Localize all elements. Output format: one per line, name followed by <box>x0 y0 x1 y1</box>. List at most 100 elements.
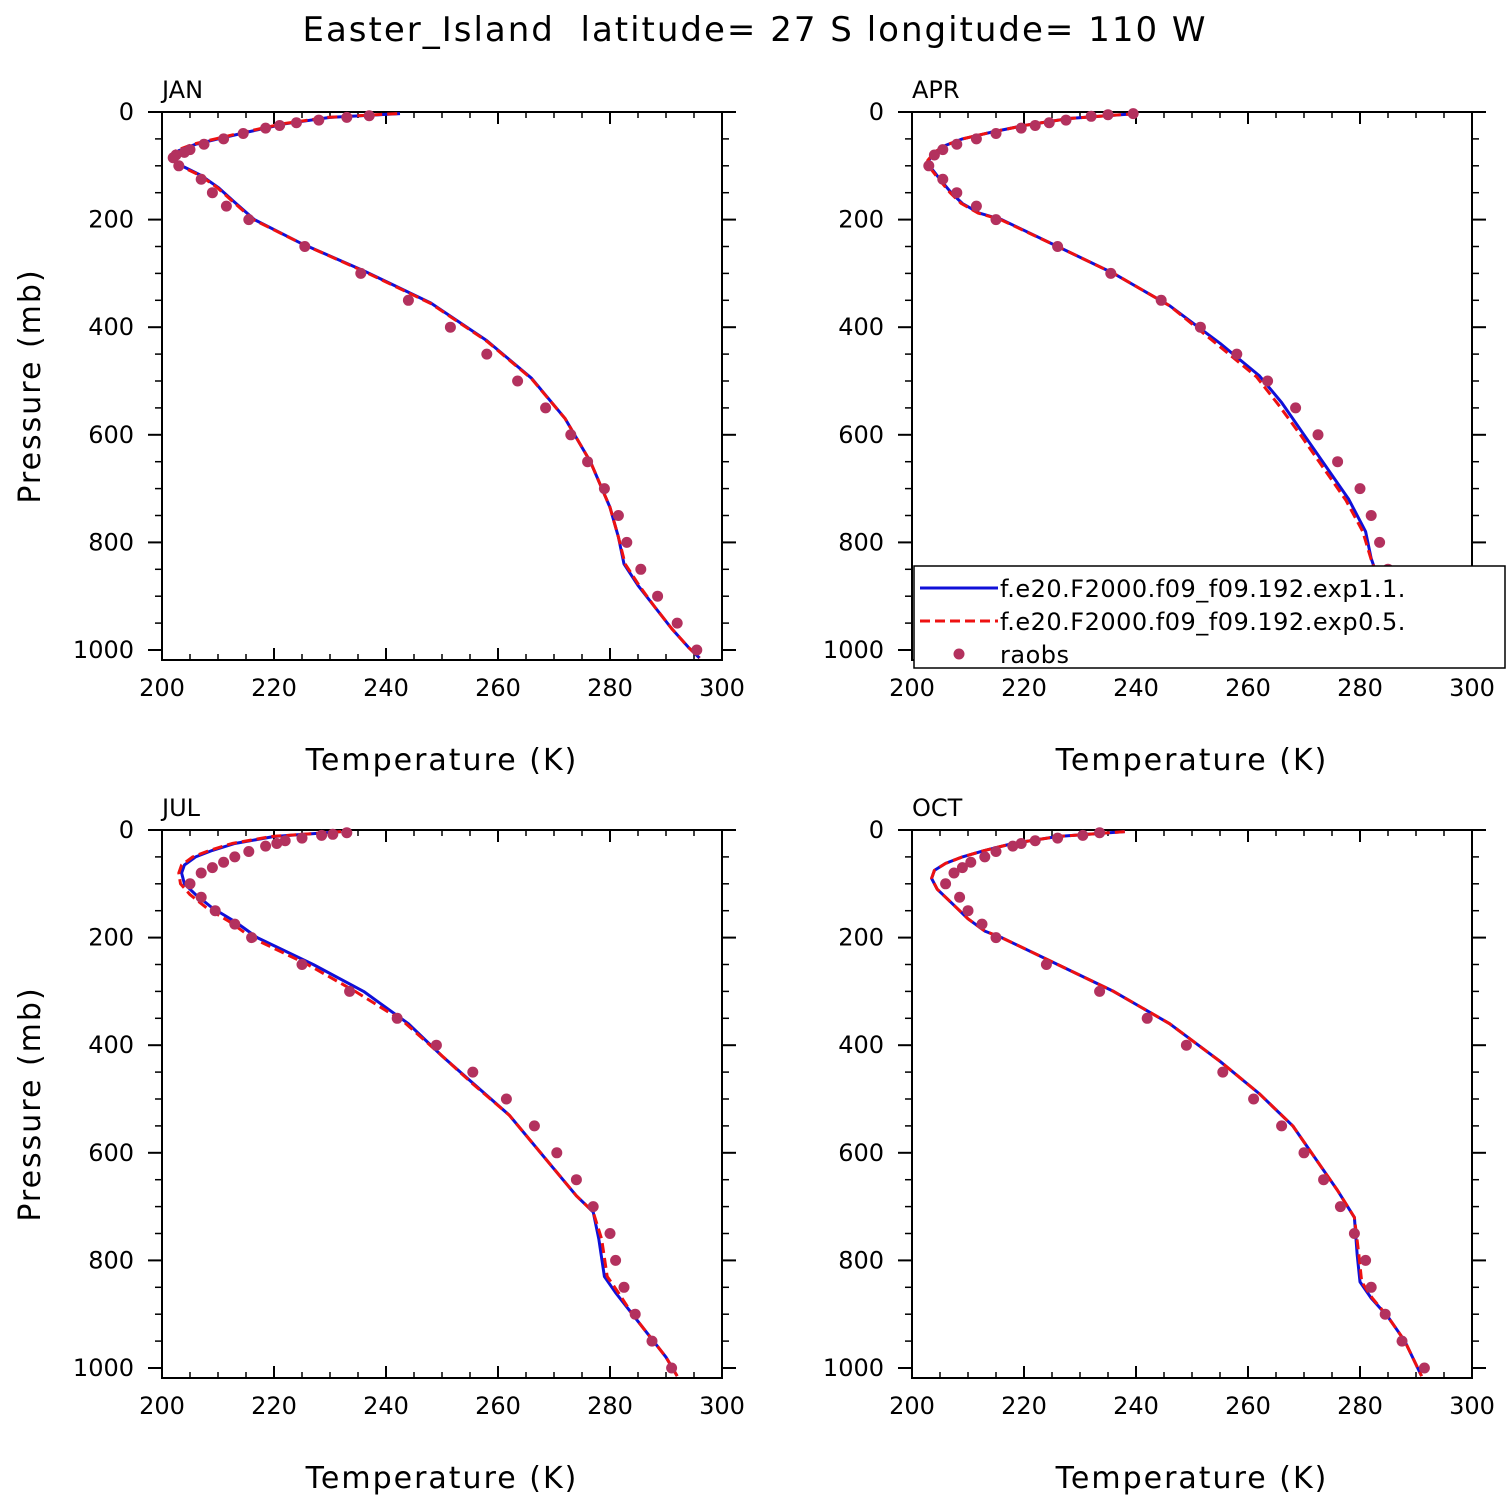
series-line-f-e20-f2000-f09-f09-192-exp0-5 <box>930 830 1423 1377</box>
y-tick-label: 0 <box>119 816 134 844</box>
raobs-point <box>976 918 988 930</box>
raobs-point <box>565 429 577 441</box>
raobs-point <box>402 294 414 306</box>
y-tick-label: 600 <box>838 421 884 449</box>
x-tick-label: 220 <box>251 1392 297 1420</box>
raobs-point <box>666 1362 678 1374</box>
raobs-point <box>243 846 255 858</box>
series-line-f-e20-f2000-f09-f09-192-exp1-1 <box>180 830 679 1377</box>
raobs-point <box>1015 122 1027 134</box>
y-tick-label: 200 <box>88 924 134 952</box>
y-tick-label: 1000 <box>823 1354 884 1382</box>
raobs-point <box>1007 840 1019 852</box>
raobs-point <box>327 828 339 840</box>
series-line-f-e20-f2000-f09-f09-192-exp1-1 <box>930 830 1423 1377</box>
y-tick-label: 1000 <box>73 636 134 664</box>
raobs-point <box>1360 1254 1372 1266</box>
raobs-point <box>206 187 218 199</box>
raobs-point <box>1290 402 1302 414</box>
raobs-point <box>1015 837 1027 849</box>
raobs-point <box>1094 985 1106 997</box>
raobs-point <box>1141 1012 1153 1024</box>
raobs-point <box>1052 832 1064 844</box>
raobs-point <box>260 122 272 134</box>
raobs-point <box>178 146 190 158</box>
raobs-point <box>1231 348 1243 360</box>
series-line-f-e20-f2000-f09-f09-192-exp1-1 <box>171 112 701 660</box>
legend-entry-label: raobs <box>1000 641 1070 669</box>
raobs-point <box>1194 321 1206 333</box>
figure-title: Easter_Island latitude= 27 S longitude= … <box>302 10 1208 50</box>
raobs-point <box>652 590 664 602</box>
raobs-point <box>1077 829 1089 841</box>
y-tick-label: 600 <box>838 1139 884 1167</box>
raobs-point <box>195 867 207 879</box>
panel-oct: OCT 200 220 240 260 280 300 0 200 400 600 800 1000 Te… <box>823 794 1495 1496</box>
y-tick-label: 800 <box>838 1246 884 1274</box>
raobs-point <box>1365 1281 1377 1293</box>
raobs-point <box>970 200 982 212</box>
y-tick-label: 800 <box>838 528 884 556</box>
raobs-point <box>296 959 308 970</box>
plot-frame <box>161 111 723 661</box>
raobs-point <box>1043 117 1055 129</box>
plot-frame <box>161 829 723 1379</box>
raobs-point <box>940 878 952 890</box>
raobs-point <box>582 456 594 468</box>
raobs-point <box>990 846 1002 858</box>
raobs-point <box>979 851 991 863</box>
x-tick-label: 260 <box>475 1392 521 1420</box>
raobs-point <box>1029 835 1041 847</box>
x-tick-label: 280 <box>1337 1392 1383 1420</box>
raobs-point <box>243 214 255 226</box>
raobs-point <box>218 133 230 145</box>
y-tick-label: 200 <box>838 206 884 234</box>
raobs-point <box>551 1147 563 1159</box>
raobs-point <box>220 200 232 212</box>
raobs-point <box>274 119 286 131</box>
panel-label: OCT <box>912 794 963 822</box>
raobs-point <box>1298 1147 1310 1159</box>
raobs-point <box>1348 1228 1360 1239</box>
raobs-point <box>618 1281 630 1293</box>
raobs-point <box>990 128 1002 140</box>
raobs-point <box>481 348 493 360</box>
raobs-point <box>198 138 210 150</box>
raobs-point <box>1374 536 1386 548</box>
raobs-point <box>363 110 375 122</box>
x-tick-label: 300 <box>699 1392 745 1420</box>
y-tick-label: 0 <box>119 98 134 126</box>
raobs-point <box>956 862 968 874</box>
raobs-point <box>229 851 241 863</box>
raobs-point <box>1379 1308 1391 1320</box>
x-tick-label: 240 <box>1113 674 1159 702</box>
raobs-point <box>313 114 325 126</box>
y-tick-label: 600 <box>88 421 134 449</box>
x-tick-label: 220 <box>251 674 297 702</box>
x-tick-label: 300 <box>1449 674 1495 702</box>
raobs-point <box>1094 827 1106 839</box>
raobs-point <box>229 918 241 930</box>
raobs-point <box>1354 483 1366 495</box>
series-line-f-e20-f2000-f09-f09-192-exp0-5 <box>170 112 701 660</box>
raobs-point <box>951 187 963 199</box>
raobs-point <box>1127 108 1139 120</box>
x-tick-label: 260 <box>1225 1392 1271 1420</box>
plot-frame <box>911 829 1473 1379</box>
y-tick-label: 0 <box>869 816 884 844</box>
raobs-point <box>1060 114 1072 126</box>
raobs-point <box>467 1066 479 1078</box>
raobs-point <box>691 644 703 656</box>
raobs-point <box>391 1012 403 1024</box>
y-tick-label: 200 <box>88 206 134 234</box>
raobs-point <box>341 827 353 839</box>
raobs-point <box>1262 375 1274 387</box>
raobs-point <box>1365 510 1377 521</box>
y-tick-label: 400 <box>88 1031 134 1059</box>
y-tick-label: 1000 <box>823 636 884 664</box>
x-tick-label: 260 <box>1225 674 1271 702</box>
y-tick-label: 200 <box>838 924 884 952</box>
panel-label: APR <box>912 76 960 104</box>
raobs-point <box>1418 1362 1430 1374</box>
raobs-point <box>209 905 221 917</box>
